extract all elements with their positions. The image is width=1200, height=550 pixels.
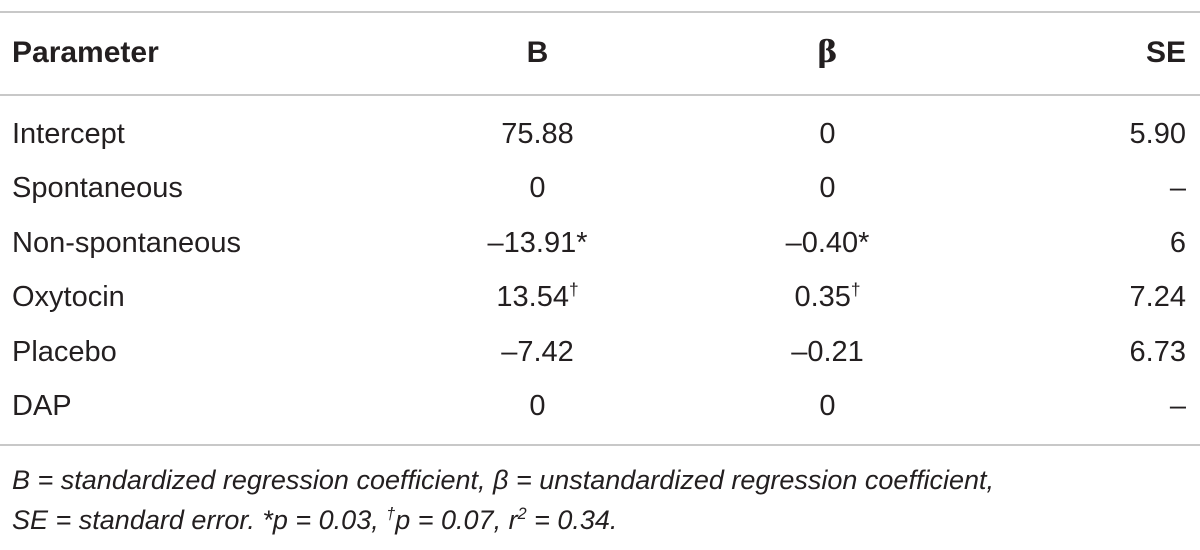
header-b: B (526, 36, 549, 69)
row-spontaneous-beta: 0 (819, 172, 836, 204)
row-intercept-parameter: Intercept (12, 118, 125, 150)
significance-mark: * (858, 227, 870, 259)
row-intercept-se: 5.90 (1129, 118, 1186, 150)
row-dap-beta: 0 (819, 390, 836, 422)
significance-mark: * (576, 227, 588, 259)
row-dap-b: 0 (529, 390, 546, 422)
row-spontaneous-parameter: Spontaneous (12, 172, 183, 204)
r-squared-exponent: 2 (517, 505, 527, 523)
table-top-rule (0, 11, 1200, 13)
header-se: SE (1145, 36, 1186, 69)
row-oxytocin-se: 7.24 (1129, 281, 1186, 313)
trend-mark: † (850, 279, 861, 300)
trend-mark: † (568, 279, 579, 300)
row-placebo-b: –7.42 (501, 336, 574, 368)
footnote-line-1: B = standardized regression coefficient,… (12, 465, 994, 495)
row-placebo-se: 6.73 (1129, 336, 1186, 368)
row-spontaneous-b: 0 (529, 172, 546, 204)
row-oxytocin-parameter: Oxytocin (12, 281, 125, 313)
row-non-spontaneous-b: –13.91* (487, 227, 588, 259)
row-placebo-parameter: Placebo (12, 336, 117, 368)
table-bottom-rule (0, 444, 1200, 446)
row-oxytocin-beta: 0.35† (794, 279, 861, 313)
row-dap-se: – (1169, 390, 1186, 422)
footnote-line-2: SE = standard error. *p = 0.03, †p = 0.0… (12, 505, 618, 535)
header-parameter: Parameter (12, 36, 159, 69)
row-non-spontaneous-beta: –0.40* (785, 227, 870, 259)
row-dap-parameter: DAP (12, 390, 72, 422)
header-beta: β (817, 35, 838, 70)
row-intercept-b: 75.88 (501, 118, 574, 150)
table-header-rule (0, 94, 1200, 96)
row-spontaneous-se: – (1169, 172, 1186, 204)
row-placebo-beta: –0.21 (791, 336, 864, 368)
row-non-spontaneous-parameter: Non-spontaneous (12, 227, 241, 259)
row-intercept-beta: 0 (819, 118, 836, 150)
row-oxytocin-b: 13.54† (496, 279, 579, 313)
dagger-mark: † (386, 505, 396, 523)
row-non-spontaneous-se: 6 (1169, 227, 1186, 259)
